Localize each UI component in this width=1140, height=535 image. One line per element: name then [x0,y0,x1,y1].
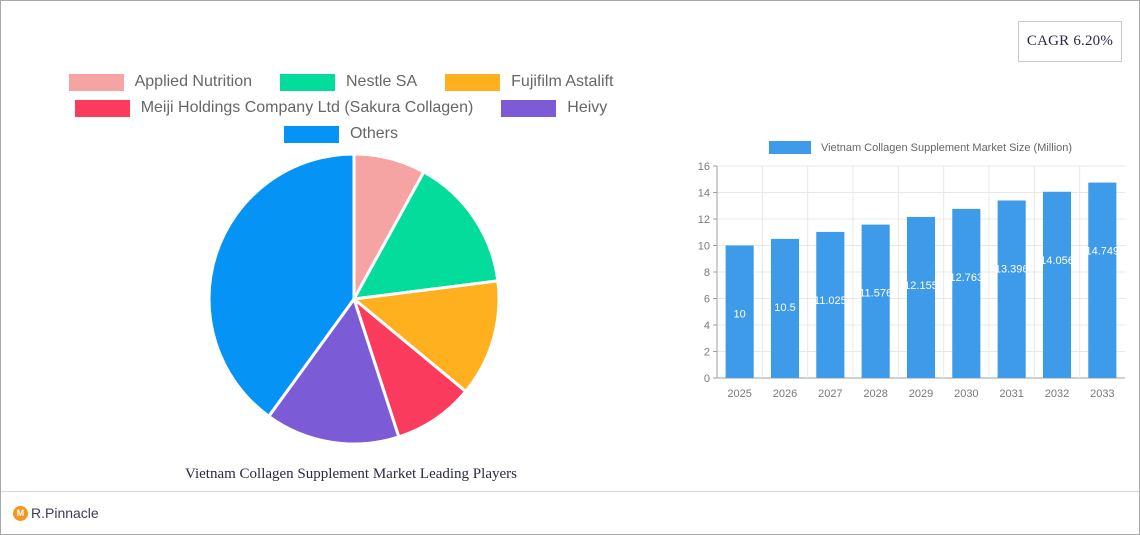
x-axis-tick-label: 2026 [773,388,797,400]
x-axis-tick-label: 2029 [909,388,933,400]
legend-item-applied-nutrition[interactable]: Applied Nutrition [68,73,252,91]
y-axis-tick-label: 2 [704,347,710,359]
x-axis-tick-label: 2030 [954,388,978,400]
cagr-value: CAGR 6.20% [1026,33,1114,49]
y-axis-tick-label: 10 [698,241,710,253]
x-axis-tick-label: 2027 [818,388,842,400]
legend-swatch-nestle-sa [280,73,335,91]
bar[interactable] [997,200,1026,378]
bar[interactable] [1042,191,1072,378]
pie-slice[interactable] [352,170,500,301]
x-axis-tick-label: 2033 [1090,388,1114,400]
y-axis-tick-label: 8 [704,267,710,279]
legend-swatch-heivy [501,99,557,117]
legend-label-meiji-holdings: Meiji Holdings Company Ltd (Sakura Colla… [140,99,474,116]
legend-label-fujifilm-astalift: Fujifilm Astalift [511,73,614,90]
bar-value-label: 14.749 [1086,246,1120,258]
bar[interactable] [725,245,754,379]
pie-legend: Applied Nutrition Nestle SA Fujifilm Ast… [1,61,681,143]
y-axis-tick-label: 6 [704,294,710,306]
pie-slice[interactable] [352,297,468,439]
bar[interactable] [770,238,800,378]
x-axis-tick-label: 2028 [863,388,887,400]
legend-item-fujifilm-astalift[interactable]: Fujifilm Astalift [445,73,613,91]
legend-item-meiji-holdings[interactable]: Meiji Holdings Company Ltd (Sakura Colla… [74,99,474,117]
pie-slices [207,152,501,446]
bar-value-label: 14.056 [1040,255,1074,267]
bar[interactable] [1088,182,1117,378]
pie-chart-area [1,151,681,471]
pie-legend-row-3: Others [1,125,681,143]
legend-swatch-applied-nutrition [68,73,124,91]
pie-slice[interactable] [207,152,356,418]
bar-chart-panel: Vietnam Collagen Supplement Market Size … [673,141,1128,416]
y-axis-tick-label: 4 [704,320,710,332]
bar-legend[interactable]: Vietnam Collagen Supplement Market Size … [673,141,1128,154]
bar-value-label: 13.396 [995,264,1029,276]
bar-value-label: 11.025 [814,295,847,307]
y-axis-tick-label: 14 [698,188,710,200]
legend-label-others: Others [349,125,398,142]
y-axis-tick-label: 0 [704,373,710,385]
x-axis-tick-label: 2031 [999,388,1023,400]
pie-chart-svg[interactable] [206,151,502,447]
legend-label-nestle-sa: Nestle SA [346,73,418,90]
pie-chart-title: Vietnam Collagen Supplement Market Leadi… [185,466,517,482]
bar[interactable] [952,208,981,378]
legend-label-applied-nutrition: Applied Nutrition [134,73,252,90]
bar-series: 10 10.5 11.025 11.576 12.155 12.763 13.396 14.0… [725,182,1120,379]
bar-legend-swatch [768,141,811,154]
legend-swatch-meiji-holdings [74,99,130,117]
pie-legend-row-2: Meiji Holdings Company Ltd (Sakura Colla… [1,99,681,117]
x-axis-tick-label: 2032 [1045,388,1069,400]
x-axis-tick-label: 2025 [727,388,751,400]
legend-item-heivy[interactable]: Heivy [501,99,607,117]
bar-value-label: 12.155 [904,280,938,292]
legend-label-heivy: Heivy [567,99,608,116]
y-axis-tick-label: 16 [698,161,710,173]
bar-value-label: 12.763 [950,272,984,284]
bar-value-label: 10.5 [774,302,795,314]
pie-chart-panel: Applied Nutrition Nestle SA Fujifilm Ast… [1,61,681,491]
bar-value-label: 10 [734,309,746,321]
bar-x-axis-ticks: 2025 2026 2027 2028 2029 2030 2031 2032 2033 [727,388,1114,400]
legend-swatch-fujifilm-astalift [445,73,501,91]
footer: M R.Pinnacle [1,491,1139,534]
bar-value-label: 11.576 [859,288,892,300]
bar-chart-svg[interactable]: 0 2 4 6 8 10 12 14 16 10 10.5 11.025 11.576 12.155 12… [673,158,1128,413]
bar-legend-label: Vietnam Collagen Supplement Market Size … [820,141,1073,154]
pie-legend-row-1: Applied Nutrition Nestle SA Fujifilm Ast… [1,73,681,91]
r-pinnacle-logo-icon: M [13,505,28,521]
brand-name: R.Pinnacle [31,505,99,521]
bar[interactable] [816,231,845,378]
brand: M R.Pinnacle [13,505,99,521]
pie-slice[interactable] [267,297,401,446]
cagr-badge: CAGR 6.20% [1018,21,1122,62]
legend-swatch-others [283,125,339,143]
bar[interactable] [906,216,936,378]
bar-y-axis-ticks: 0 2 4 6 8 10 12 14 16 [698,161,717,385]
legend-item-nestle-sa[interactable]: Nestle SA [280,73,417,91]
bar[interactable] [861,224,890,378]
legend-item-others[interactable]: Others [283,125,398,143]
y-axis-tick-label: 12 [698,214,710,226]
pie-slice[interactable] [352,279,501,393]
